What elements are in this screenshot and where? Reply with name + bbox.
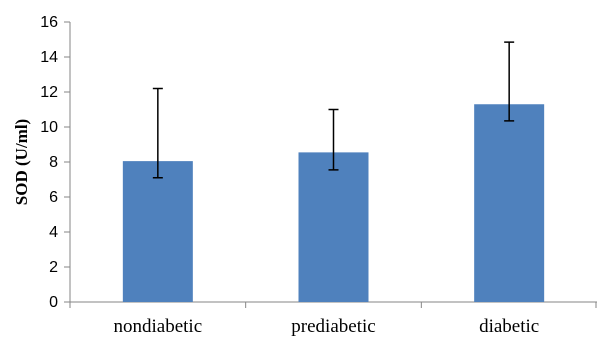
y-tick-label: 6 <box>49 189 58 206</box>
y-tick-label: 2 <box>49 259 58 276</box>
y-tick-label: 0 <box>49 294 58 311</box>
bar <box>298 152 369 302</box>
error-bars <box>152 41 515 179</box>
y-tick-label: 8 <box>49 154 58 171</box>
y-tick-label: 14 <box>40 49 58 66</box>
x-category-label: diabetic <box>479 316 539 337</box>
x-categories: nondiabetic prediabetic diabetic <box>114 316 540 337</box>
x-category-label: prediabetic <box>291 316 375 337</box>
y-tick-label: 4 <box>49 224 58 241</box>
y-tick-label: 12 <box>40 84 58 101</box>
y-tick-label: 10 <box>40 119 58 136</box>
bar <box>474 104 545 302</box>
y-ticks: 0 2 4 6 8 10 12 14 16 <box>40 14 70 311</box>
bars <box>122 104 545 302</box>
x-category-label: nondiabetic <box>114 316 203 337</box>
y-axis-label: SOD (U/ml) <box>12 119 31 205</box>
y-tick-label: 16 <box>40 14 58 31</box>
bar <box>122 161 193 302</box>
